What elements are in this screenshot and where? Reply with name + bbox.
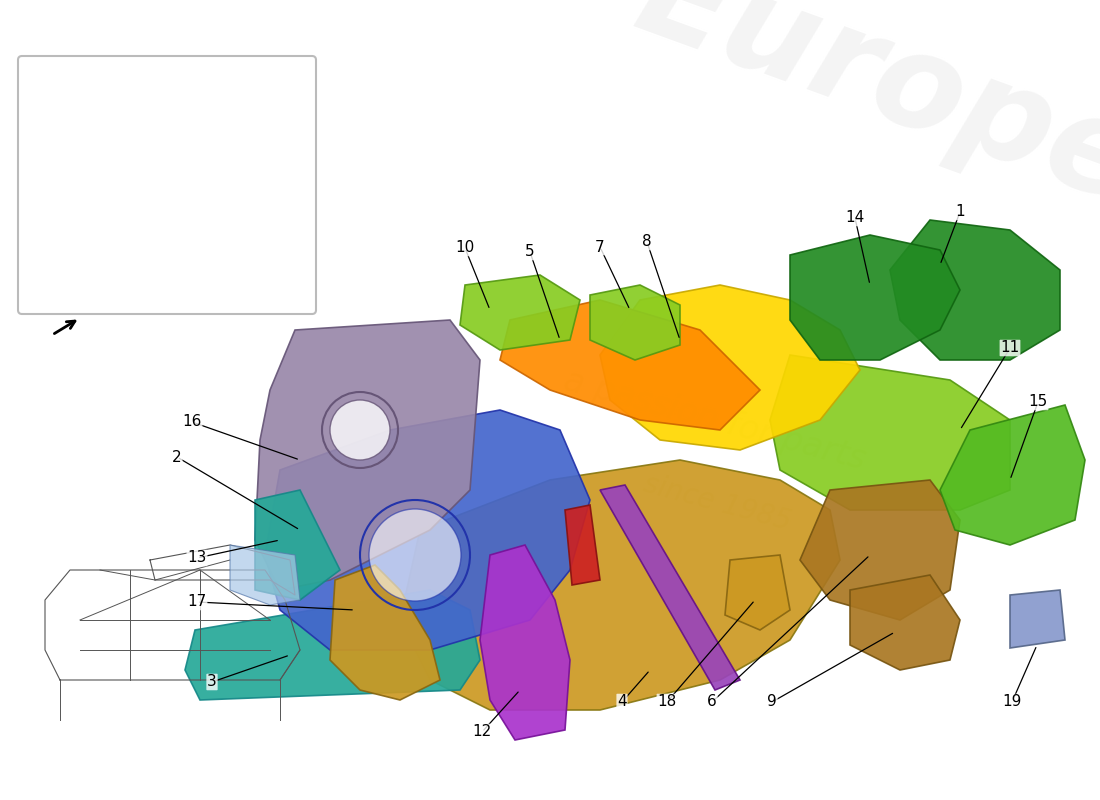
Polygon shape	[255, 490, 340, 600]
Polygon shape	[255, 320, 480, 590]
Polygon shape	[600, 285, 860, 450]
Text: Europes: Europes	[620, 0, 1100, 257]
Text: 10: 10	[455, 241, 474, 255]
Polygon shape	[330, 565, 440, 700]
Polygon shape	[800, 480, 960, 620]
Text: 18: 18	[658, 694, 676, 710]
Text: 7: 7	[595, 239, 605, 254]
Polygon shape	[590, 285, 680, 360]
Polygon shape	[890, 220, 1060, 360]
Polygon shape	[400, 460, 840, 710]
Text: 12: 12	[472, 725, 492, 739]
Polygon shape	[770, 355, 1010, 510]
Text: 11: 11	[1000, 341, 1020, 355]
Polygon shape	[265, 410, 590, 650]
Text: 5: 5	[525, 245, 535, 259]
Text: 3: 3	[207, 674, 217, 690]
Text: 1: 1	[955, 205, 965, 219]
Text: since 1985: since 1985	[640, 470, 794, 536]
Polygon shape	[790, 235, 960, 360]
Text: 16: 16	[183, 414, 201, 430]
Polygon shape	[850, 575, 960, 670]
Polygon shape	[600, 485, 740, 690]
Text: 13: 13	[187, 550, 207, 566]
Text: a passion for parts: a passion for parts	[560, 365, 869, 477]
Text: 14: 14	[846, 210, 865, 226]
Text: 19: 19	[1002, 694, 1022, 710]
Polygon shape	[480, 545, 570, 740]
Polygon shape	[725, 555, 790, 630]
Text: 17: 17	[187, 594, 207, 610]
Polygon shape	[230, 545, 300, 605]
Polygon shape	[185, 590, 480, 700]
Text: 9: 9	[767, 694, 777, 710]
FancyBboxPatch shape	[18, 56, 316, 314]
Text: 8: 8	[642, 234, 652, 250]
Text: 6: 6	[707, 694, 717, 710]
Text: 4: 4	[617, 694, 627, 710]
Polygon shape	[460, 275, 580, 350]
Circle shape	[368, 509, 461, 601]
Polygon shape	[500, 300, 760, 430]
Circle shape	[330, 400, 390, 460]
Text: 2: 2	[173, 450, 182, 465]
Polygon shape	[565, 505, 600, 585]
Polygon shape	[1010, 590, 1065, 648]
Text: 15: 15	[1028, 394, 1047, 410]
Polygon shape	[940, 405, 1085, 545]
